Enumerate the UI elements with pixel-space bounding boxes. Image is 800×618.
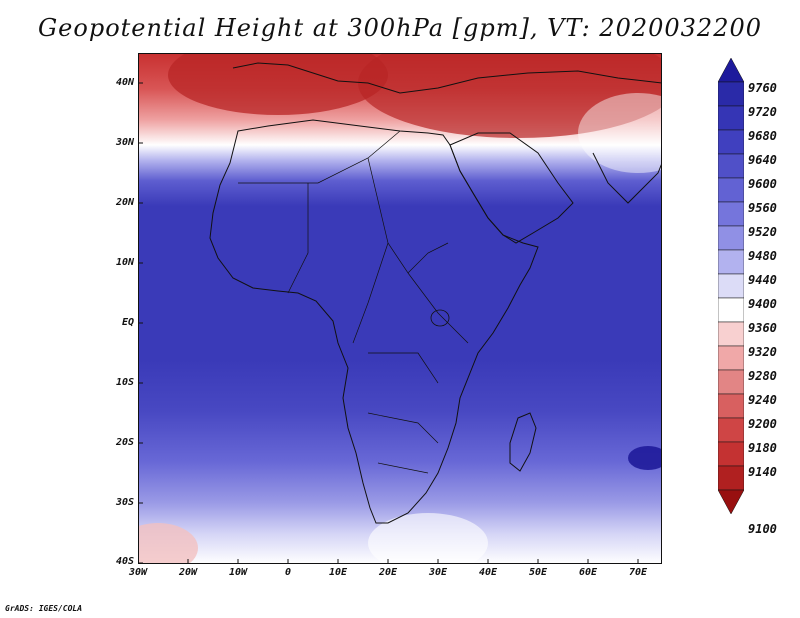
colorbar-swatch: [718, 441, 744, 467]
lon-label-40e: 40E: [478, 567, 498, 578]
geopotential-map: [118, 28, 698, 573]
colorbar-label-9360: 9360: [748, 321, 777, 335]
lat-label-30s: 30S: [115, 497, 134, 508]
colorbar-label-9320: 9320: [748, 345, 777, 359]
colorbar-swatch: [718, 345, 744, 371]
lat-label-40s: 40S: [115, 556, 134, 567]
colorbar-swatch: [718, 393, 744, 419]
colorbar-label-9560: 9560: [748, 201, 777, 215]
lat-label-20s: 20S: [115, 437, 134, 448]
colorbar-label-9200: 9200: [748, 417, 777, 431]
colorbar-label-9640: 9640: [748, 153, 777, 167]
colorbar-label-9180: 9180: [748, 441, 777, 455]
colorbar-swatch: [718, 129, 744, 155]
lon-label-30e: 30E: [428, 567, 448, 578]
colorbar-label-9240: 9240: [748, 393, 777, 407]
colorbar: [718, 58, 744, 515]
colorbar-label-9440: 9440: [748, 273, 777, 287]
axis-ticks: [138, 82, 639, 564]
lat-label-10n: 10N: [115, 257, 134, 268]
lon-label-70e: 70E: [628, 567, 648, 578]
ridge-middle-east: [358, 28, 678, 138]
colorbar-swatch: [718, 105, 744, 131]
lon-label-50e: 50E: [528, 567, 548, 578]
colorbar-label-9480: 9480: [748, 249, 777, 263]
lon-label-60e: 60E: [578, 567, 598, 578]
colorbar-swatch: [718, 249, 744, 275]
colorbar-top-arrow: [718, 58, 744, 83]
colorbar-label-9720: 9720: [748, 105, 777, 119]
colorbar-label-9100: 9100: [748, 522, 777, 536]
colorbar-label-9600: 9600: [748, 177, 777, 191]
colorbar-swatch: [718, 81, 744, 107]
map-canvas: [118, 28, 698, 573]
colorbar-swatch: [718, 273, 744, 299]
lon-label-30w: 30W: [128, 567, 148, 578]
high-southeast: [628, 446, 668, 470]
colorbar-swatch: [718, 153, 744, 179]
map-border: [138, 53, 662, 564]
lon-label-10w: 10W: [228, 567, 248, 578]
madagascar-coastline: [509, 412, 537, 472]
trough-south: [368, 513, 488, 573]
colorbar-label-9140: 9140: [748, 465, 777, 479]
lat-label-eq: EQ: [121, 317, 134, 328]
lat-label-30n: 30N: [115, 137, 134, 148]
ridge-mediterranean: [168, 35, 388, 115]
colorbar-swatch: [718, 225, 744, 251]
colorbar-swatch: [718, 369, 744, 395]
colorbar-bottom-arrow: [718, 489, 744, 515]
europe-asia-coastline: [232, 62, 663, 94]
colorbar-swatch: [718, 417, 744, 443]
colorbar-swatch: [718, 321, 744, 347]
country-borders: [238, 130, 469, 474]
map-title: Geopotential Height at 300hPa [gpm], VT:…: [38, 14, 762, 42]
lat-label-40n: 40N: [115, 77, 134, 88]
lat-label-20n: 20N: [115, 197, 134, 208]
colorbar-swatch: [718, 201, 744, 227]
colorbar-label-9520: 9520: [748, 225, 777, 239]
colorbar-label-9280: 9280: [748, 369, 777, 383]
colorbar-label-9680: 9680: [748, 129, 777, 143]
colorbar-swatch: [718, 465, 744, 491]
lon-label-0: 0: [284, 567, 292, 578]
colorbar-swatch: [718, 177, 744, 203]
grads-credit: GrADS: IGES/COLA: [5, 604, 83, 613]
lat-label-10s: 10S: [115, 377, 134, 388]
lake-victoria: [430, 309, 450, 327]
colorbar-label-9760: 9760: [748, 81, 777, 95]
colorbar-swatch: [718, 297, 744, 323]
colorbar-label-9400: 9400: [748, 297, 777, 311]
arabia-coastline: [449, 132, 574, 244]
height-field: [138, 53, 662, 564]
india-coastline: [592, 152, 663, 204]
lon-label-20e: 20E: [378, 567, 398, 578]
lon-label-20w: 20W: [178, 567, 198, 578]
lon-label-10e: 10E: [328, 567, 348, 578]
